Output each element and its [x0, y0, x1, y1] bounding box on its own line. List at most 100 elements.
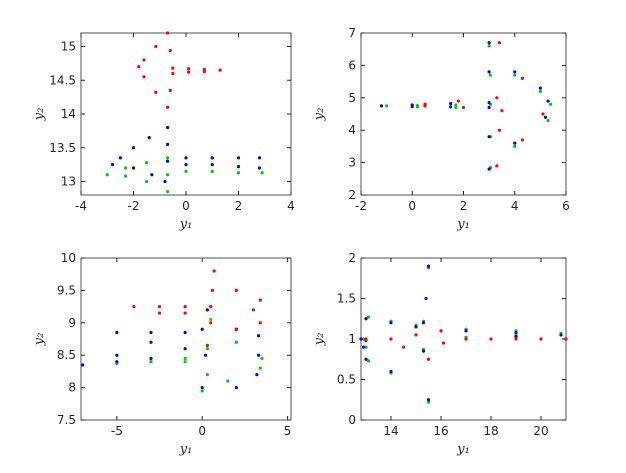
- x-tick-label: -2: [355, 199, 367, 213]
- point: [251, 308, 256, 312]
- point: [489, 337, 493, 341]
- x-axis-label: y₁: [179, 442, 193, 457]
- point: [184, 163, 188, 167]
- point: [200, 327, 204, 331]
- y-tick-label: 9.5: [57, 283, 76, 297]
- point: [115, 330, 119, 335]
- point: [166, 173, 170, 177]
- x-axis-label: y₁: [456, 442, 470, 457]
- point: [209, 321, 213, 325]
- point: [364, 317, 368, 321]
- point: [184, 156, 188, 160]
- point: [204, 353, 208, 357]
- x-tick-label: -5: [111, 424, 123, 438]
- point: [495, 164, 499, 168]
- point: [559, 333, 563, 337]
- point: [132, 305, 136, 309]
- point: [546, 118, 550, 123]
- point: [487, 135, 491, 139]
- point: [142, 58, 146, 62]
- point: [202, 69, 206, 74]
- axes-box: [360, 32, 567, 196]
- point: [456, 99, 460, 103]
- point: [401, 345, 406, 349]
- point: [166, 105, 170, 109]
- point: [236, 165, 241, 169]
- point: [183, 311, 187, 315]
- point: [187, 67, 191, 71]
- point: [364, 339, 368, 343]
- point: [210, 169, 214, 173]
- point: [258, 298, 262, 302]
- point: [389, 337, 393, 341]
- point: [236, 171, 241, 175]
- point: [488, 73, 493, 77]
- point: [461, 105, 466, 110]
- point: [366, 359, 371, 363]
- point: [166, 31, 170, 35]
- point: [520, 76, 525, 80]
- point: [124, 166, 128, 170]
- point: [546, 99, 550, 103]
- point: [439, 329, 443, 333]
- point: [487, 101, 491, 105]
- y-tick-label: 7.5: [57, 413, 76, 427]
- point: [256, 353, 261, 357]
- point: [426, 398, 431, 402]
- point: [183, 360, 187, 364]
- point: [166, 156, 170, 160]
- y-tick-label: 0.5: [337, 373, 356, 387]
- y-tick-label: 2: [348, 188, 356, 202]
- point: [464, 337, 468, 341]
- point: [184, 169, 188, 173]
- plot-area: [81, 33, 291, 195]
- point: [147, 136, 151, 140]
- point: [149, 360, 153, 364]
- point: [454, 105, 458, 110]
- axes-box: [80, 32, 292, 196]
- y-tick-label: 1.5: [337, 292, 356, 306]
- y-tick-label: 8.5: [57, 348, 76, 362]
- x-tick-label: 4: [511, 199, 519, 213]
- point: [166, 190, 170, 194]
- point: [258, 321, 262, 325]
- y-tick-label: 13: [61, 175, 76, 189]
- point: [145, 161, 149, 165]
- point: [157, 305, 162, 309]
- x-tick-label: 4: [287, 199, 295, 213]
- point: [218, 68, 222, 72]
- point: [209, 317, 213, 322]
- x-tick-label: 0: [408, 199, 416, 213]
- point: [426, 357, 431, 361]
- point: [364, 345, 368, 349]
- point: [487, 44, 491, 48]
- point: [361, 345, 366, 349]
- point: [183, 347, 187, 351]
- point: [234, 288, 238, 292]
- point: [210, 163, 214, 167]
- point: [205, 308, 209, 312]
- point: [538, 89, 542, 93]
- y-tick-label: 14: [61, 107, 76, 121]
- point: [81, 363, 85, 367]
- point: [260, 171, 264, 175]
- point: [487, 41, 491, 45]
- x-tick-label: 0: [198, 424, 206, 438]
- point: [131, 146, 136, 150]
- point: [464, 329, 468, 333]
- point: [487, 105, 491, 110]
- y-tick-label: 14.5: [49, 73, 76, 87]
- point: [389, 369, 393, 373]
- y-axis-label: y₂: [312, 333, 327, 347]
- y-tick-label: 7: [348, 26, 356, 40]
- point: [520, 138, 525, 142]
- point: [236, 156, 241, 160]
- point: [234, 386, 238, 390]
- point: [205, 373, 209, 377]
- point: [255, 373, 259, 377]
- x-tick-label: -2: [128, 199, 140, 213]
- point: [171, 71, 175, 76]
- point: [115, 353, 119, 357]
- point: [200, 389, 204, 393]
- x-tick-label: 0: [182, 199, 190, 213]
